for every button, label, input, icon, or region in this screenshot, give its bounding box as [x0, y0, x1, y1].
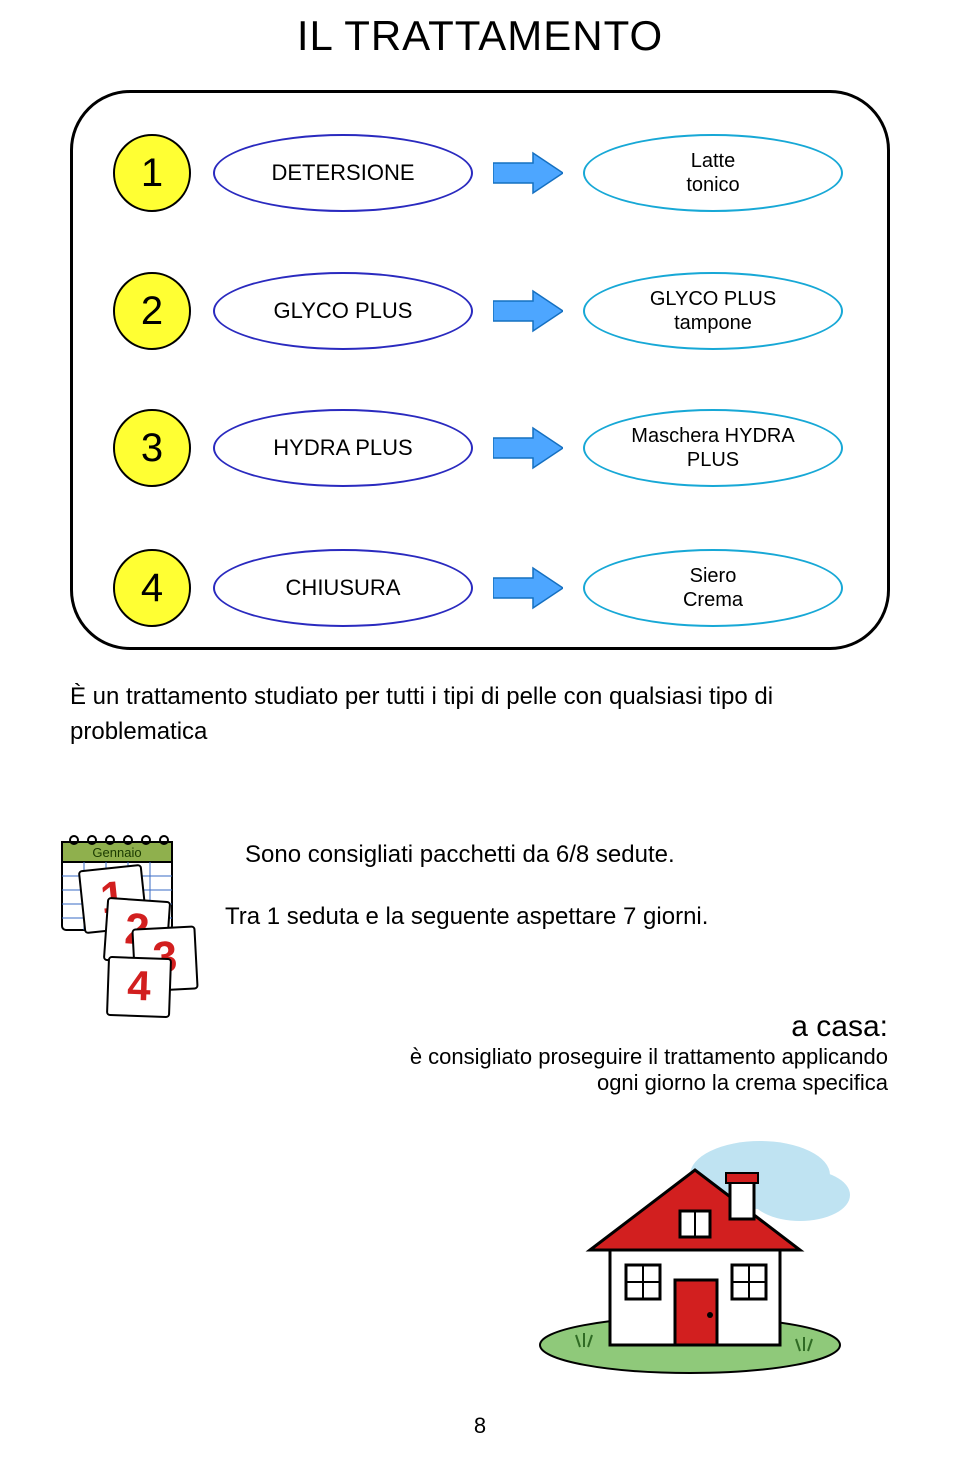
step-product-oval: GLYCO PLUStampone	[583, 272, 843, 350]
calendar-month: Gennaio	[92, 845, 141, 860]
calendar-icon: Gennaio 1 2 3 4	[54, 810, 234, 1020]
step-badge: 3	[113, 409, 191, 487]
step-name-oval: CHIUSURA	[213, 549, 473, 627]
treatment-row-3: 3 HYDRA PLUS Maschera HYDRAPLUS	[73, 398, 887, 498]
treatment-row-1: 1 DETERSIONE Lattetonico	[73, 123, 887, 223]
house-icon	[520, 1115, 860, 1375]
treatment-row-2: 2 GLYCO PLUS GLYCO PLUStampone	[73, 261, 887, 361]
step-product-oval: Lattetonico	[583, 134, 843, 212]
step-badge: 1	[113, 134, 191, 212]
intro-paragraph: È un trattamento studiato per tutti i ti…	[70, 680, 890, 750]
a-casa-block: a casa: è consigliato proseguire il trat…	[410, 1010, 888, 1096]
page-number: 8	[0, 1413, 960, 1439]
step-product-oval: SieroCrema	[583, 549, 843, 627]
a-casa-line1: è consigliato proseguire il trattamento …	[410, 1044, 888, 1070]
step-name-oval: GLYCO PLUS	[213, 272, 473, 350]
step-badge: 2	[113, 272, 191, 350]
arrow-icon	[493, 151, 563, 195]
a-casa-line2: ogni giorno la crema specifica	[410, 1070, 888, 1096]
step-product-oval: Maschera HYDRAPLUS	[583, 409, 843, 487]
advice-line-2: Tra 1 seduta e la seguente aspettare 7 g…	[225, 900, 708, 935]
treatment-panel: 1 DETERSIONE Lattetonico 2 GLYCO PLUS GLYCO P…	[70, 90, 890, 650]
step-name-oval: HYDRA PLUS	[213, 409, 473, 487]
arrow-icon	[493, 426, 563, 470]
step-badge: 4	[113, 549, 191, 627]
arrow-icon	[493, 289, 563, 333]
arrow-icon	[493, 566, 563, 610]
treatment-row-4: 4 CHIUSURA SieroCrema	[73, 538, 887, 638]
step-name-oval: DETERSIONE	[213, 134, 473, 212]
advice-line-1: Sono consigliati pacchetti da 6/8 sedute…	[245, 838, 675, 873]
svg-text:4: 4	[127, 962, 153, 1010]
page-title: IL TRATTAMENTO	[0, 0, 960, 60]
a-casa-title: a casa:	[410, 1010, 888, 1044]
